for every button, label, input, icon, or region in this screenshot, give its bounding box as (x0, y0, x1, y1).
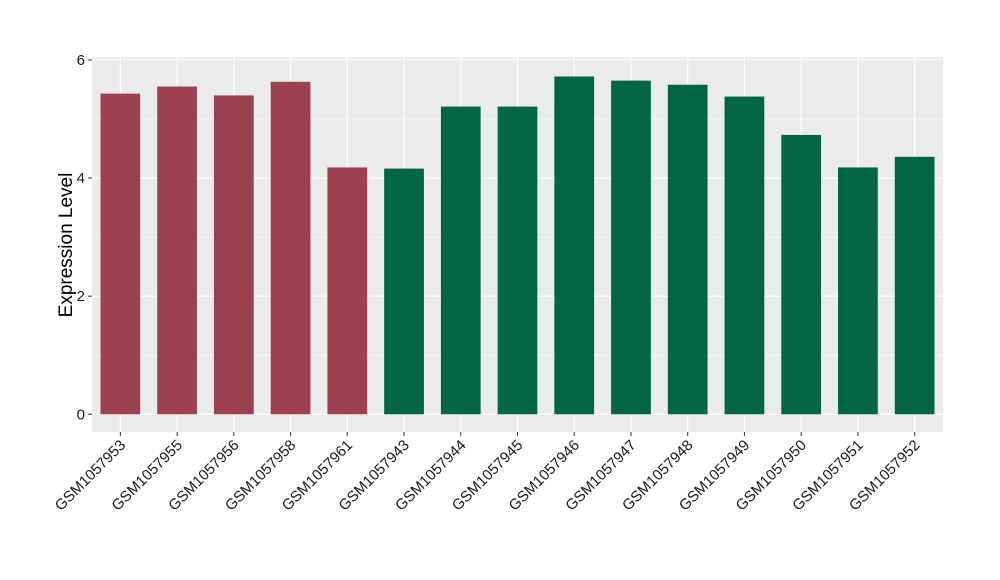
y-tick-label: 4 (77, 170, 85, 187)
bar-GSM1057955 (157, 86, 197, 415)
y-tick-label: 6 (77, 52, 85, 69)
bar-GSM1057951 (838, 167, 878, 415)
bar-GSM1057953 (100, 93, 141, 415)
bar-GSM1057943 (384, 168, 424, 415)
bar-GSM1057950 (781, 134, 822, 415)
bar-GSM1057947 (611, 80, 651, 415)
bar-GSM1057949 (724, 96, 765, 415)
y-axis-title: Expression Level (56, 173, 77, 318)
bar-GSM1057961 (327, 167, 368, 415)
y-tick-label: 0 (77, 406, 85, 423)
bar-GSM1057956 (213, 95, 254, 415)
bar-GSM1057948 (667, 84, 708, 415)
bar-GSM1057952 (894, 156, 935, 415)
y-tick-label: 2 (77, 288, 85, 305)
bar-GSM1057958 (270, 81, 311, 415)
bars (100, 76, 935, 415)
bar-GSM1057946 (554, 76, 595, 415)
bar-GSM1057945 (497, 106, 538, 415)
bar-GSM1057944 (440, 106, 481, 415)
